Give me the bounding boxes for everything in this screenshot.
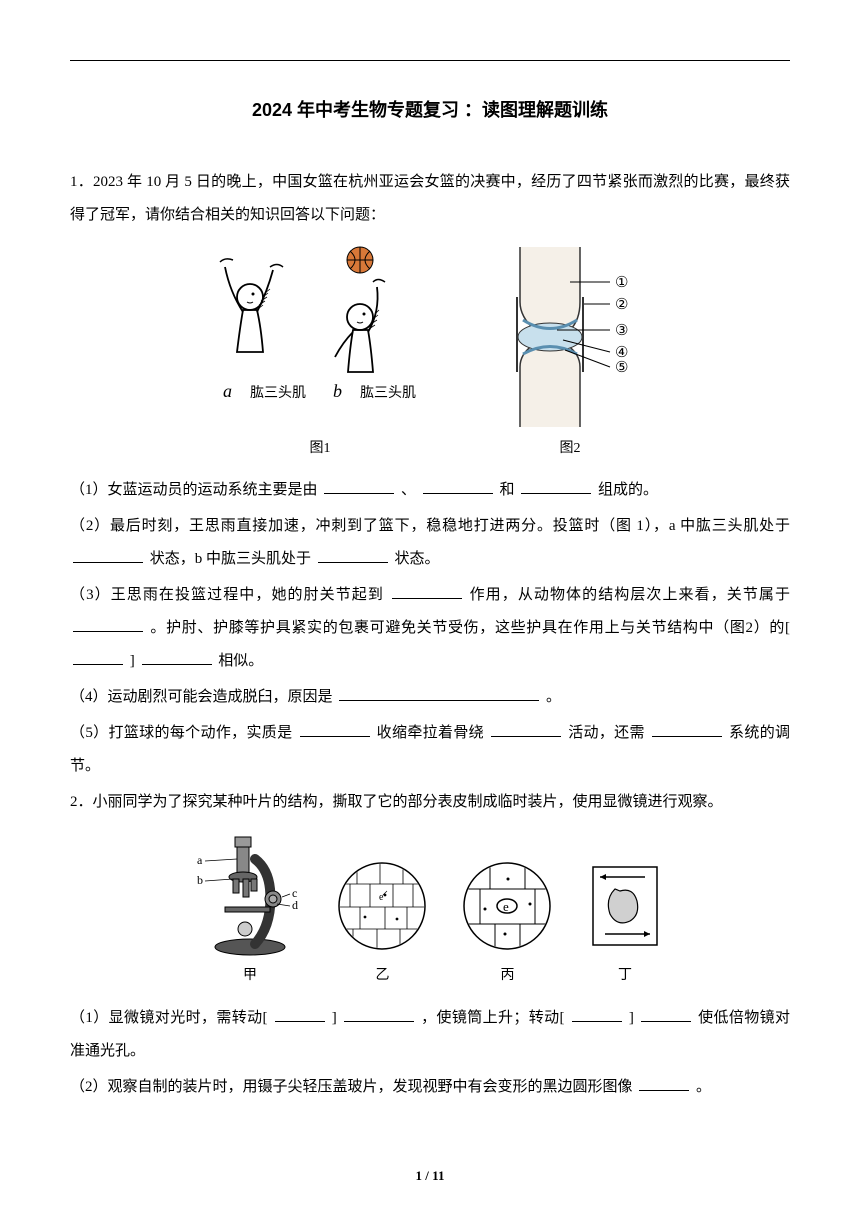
joint-label-4: ④ [615,345,628,361]
q2-p2: （2）观察自制的装片时，用镊子尖轻压盖玻片，发现视野中有会变形的黑边圆形图像 。 [70,1071,790,1104]
microscope-diagram: a b c d [195,829,305,959]
q2-p1-c: ，使镜筒上升；转动[ [421,1010,564,1026]
triceps-label-b: 肱三头肌 [360,385,416,401]
q1-p3: （3）王思雨在投篮过程中，她的肘关节起到 作用，从动物体的结构层次上来看，关节属… [70,579,790,678]
joint-label-5: ⑤ [615,360,628,376]
blank [73,647,123,665]
cell-view-ding [585,859,665,959]
page-footer: 1 / 11 [0,1162,860,1191]
microscope-block: a b c d 甲 [195,829,305,992]
fig-bing-caption: 丙 [460,961,555,992]
joint-label-2: ② [615,297,628,313]
blank [339,683,539,701]
q1-p3-c: 。护肘、护膝等护具紧实的包裹可避免关节受伤，这些护具在作用上与关节结构中（图2）… [150,620,790,636]
q1-figures: a 肱三头肌 b 肱三头肌 图1 [70,242,790,465]
fig-yi-caption: 乙 [335,961,430,992]
blank [652,719,722,737]
q1-p4-b: 。 [546,689,561,705]
page-top-border [70,60,790,61]
q1-p1: （1）女蓝运动员的运动系统主要是由 、 和 组成的。 [70,474,790,507]
fig1-caption: 图1 [205,434,435,465]
q1-p4: （4）运动剧烈可能会造成脱臼，原因是 。 [70,681,790,714]
label-a: a [223,381,232,401]
fig-ding-caption: 丁 [585,961,665,992]
blank [275,1004,325,1022]
q1-intro: 1．2023 年 10 月 5 日的晚上，中国女篮在杭州亚运会女篮的决赛中，经历… [70,166,790,232]
q2-p1-a: （1）显微镜对光时，需转动[ [70,1010,268,1026]
fig2-caption: 图2 [485,434,655,465]
label-b: b [333,381,342,401]
q2-p2-b: 。 [696,1079,711,1095]
q2-intro: 2．小丽同学为了探究某种叶片的结构，撕取了它的部分表皮制成临时装片，使用显微镜进… [70,786,790,819]
q1-p1-a: （1）女蓝运动员的运动系统主要是由 [70,482,318,498]
blank [491,719,561,737]
blank [521,476,591,494]
label-e-yi: e [379,892,384,903]
q1-p1-b: 、 [401,482,416,498]
microscope-label-b: b [197,873,203,887]
q2-p1: （1）显微镜对光时，需转动[ ] ，使镜筒上升；转动[ ] 使低倍物镜对准通光孔… [70,1002,790,1068]
cell-view-bing-block: e 丙 [460,859,555,992]
microscope-label-a: a [197,853,203,867]
q1-p2-a: （2）最后时刻，王思雨直接加速，冲刺到了篮下，稳稳地打进两分。投篮时（图 1），… [70,518,790,534]
q1-p4-a: （4）运动剧烈可能会造成脱臼，原因是 [70,689,333,705]
q1-p2: （2）最后时刻，王思雨直接加速，冲刺到了篮下，稳稳地打进两分。投篮时（图 1），… [70,510,790,576]
q1-p5-c: 活动，还需 [568,725,645,741]
blank [142,647,212,665]
q1-p5-b: 收缩牵拉着骨绕 [377,725,484,741]
q1-p5-a: （5）打篮球的每个动作，实质是 [70,725,292,741]
figure-2-block: ① ② ③ ④ ⑤ 图2 [485,242,655,465]
q2-p1-b: ] [332,1010,337,1026]
cell-view-yi-block: e 乙 [335,859,430,992]
q1-p3-d: ] [130,653,135,669]
blank [344,1004,414,1022]
q2-figures: a b c d 甲 [70,829,790,992]
blank [639,1073,689,1091]
joint-label-1: ① [615,275,628,291]
joint-diagram: ① ② ③ ④ ⑤ [485,242,655,432]
blank [318,545,388,563]
blank [641,1004,691,1022]
blank [300,719,370,737]
joint-label-3: ③ [615,323,628,339]
blank [572,1004,622,1022]
q1-p3-b: 作用，从动物体的结构层次上来看，关节属于 [470,587,790,603]
cell-view-ding-block: 丁 [585,859,665,992]
q1-p1-d: 组成的。 [598,482,658,498]
basketball-player-diagram: a 肱三头肌 b 肱三头肌 [205,242,435,432]
cell-view-yi: e [335,859,430,959]
q1-p5: （5）打篮球的每个动作，实质是 收缩牵拉着骨绕 活动，还需 系统的调节。 [70,717,790,783]
blank [73,614,143,632]
q1-p3-a: （3）王思雨在投篮过程中，她的肘关节起到 [70,587,384,603]
q1-p3-e: 相似。 [218,653,263,669]
microscope-label-d: d [292,898,298,912]
q2-p2-a: （2）观察自制的装片时，用镊子尖轻压盖玻片，发现视野中有会变形的黑边圆形图像 [70,1079,633,1095]
document-title: 2024 年中考生物专题复习 ：读图理解题训练 [70,91,790,131]
cell-view-bing: e [460,859,555,959]
blank [423,476,493,494]
blank [73,545,143,563]
q1-p2-c: 状态。 [395,551,440,567]
figure-1-block: a 肱三头肌 b 肱三头肌 图1 [205,242,435,465]
fig-jia-caption: 甲 [195,961,305,992]
blank [324,476,394,494]
q1-p1-c: 和 [500,482,515,498]
label-e-bing: e [503,899,509,914]
triceps-label-a: 肱三头肌 [250,385,306,401]
blank [392,581,462,599]
q1-p2-b: 状态，b 中肱三头肌处于 [150,551,311,567]
q2-p1-d: ] [629,1010,634,1026]
